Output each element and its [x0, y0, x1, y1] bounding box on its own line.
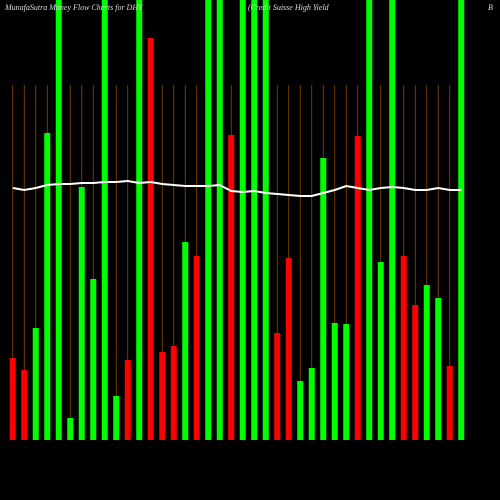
bar [205, 0, 212, 440]
bar [308, 368, 315, 440]
bar [446, 366, 453, 440]
bar [354, 136, 361, 440]
bar [285, 258, 292, 440]
bar [343, 324, 350, 440]
bar [147, 38, 154, 440]
bar [101, 0, 108, 440]
bar [9, 358, 16, 440]
bar [124, 360, 131, 440]
chart-title: MunafaSutra Money Flow Charts for DHY [4, 3, 144, 12]
bar [159, 352, 166, 440]
bar [228, 135, 235, 440]
bar [239, 0, 246, 440]
bar [331, 323, 338, 440]
bar [78, 187, 85, 440]
bar [44, 133, 51, 440]
bar [274, 333, 281, 440]
bar [366, 0, 373, 440]
bar [435, 298, 442, 440]
bar [32, 328, 39, 440]
bar [55, 0, 62, 440]
bar [423, 285, 430, 440]
bar [412, 305, 419, 440]
bar [182, 242, 189, 440]
bar [170, 346, 177, 440]
bar [458, 0, 465, 440]
bar [216, 0, 223, 440]
bar [320, 158, 327, 440]
bar [90, 279, 97, 440]
bar [113, 396, 120, 440]
bar [389, 0, 396, 440]
bars [9, 0, 465, 440]
bar [21, 370, 28, 440]
bar [377, 262, 384, 440]
chart-title-right: B [488, 3, 493, 12]
bar [193, 256, 200, 440]
bar [262, 0, 269, 440]
lines [12, 179, 462, 197]
line [12, 179, 462, 197]
chart-subtitle: (Credit Suisse High Yield [248, 3, 330, 12]
bar [297, 381, 304, 440]
bar [251, 0, 258, 440]
bar [136, 0, 143, 440]
bar [400, 256, 407, 440]
bar [67, 418, 74, 440]
